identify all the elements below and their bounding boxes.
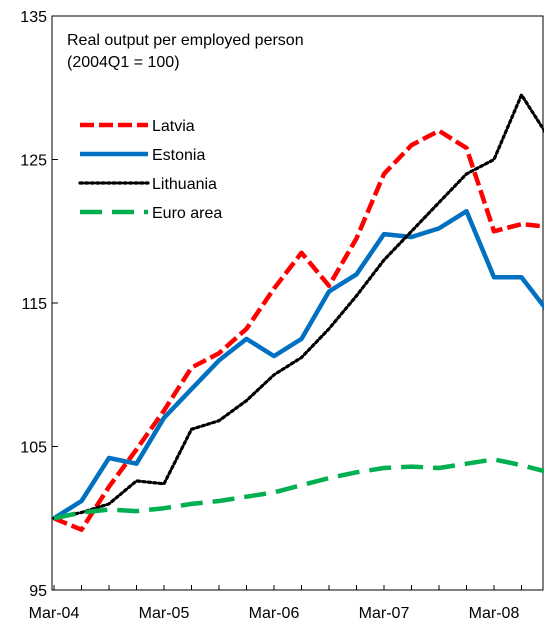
legend-label: Estonia xyxy=(152,147,205,164)
y-tick-label: 95 xyxy=(29,583,47,600)
y-tick-label: 135 xyxy=(20,9,47,26)
x-tick-label: Mar-07 xyxy=(359,605,410,622)
plot-frame xyxy=(51,15,544,591)
chart-title: Real output per employed person xyxy=(67,32,304,49)
x-tick-label: Mar-08 xyxy=(469,605,520,622)
plot-area xyxy=(51,15,544,591)
series-line-lithuania xyxy=(52,93,544,520)
axes: 95 105 115 125 135 Mar-04 Mar-05 Mar-06 Mar-07 Ma… xyxy=(20,9,522,622)
series-line-estonia xyxy=(52,208,544,521)
series-line-latvia xyxy=(53,128,544,532)
legend-label: Lithuania xyxy=(152,176,217,193)
legend: Latvia Estonia Lithuania Euro area xyxy=(78,118,222,222)
chart-subtitle: (2004Q1 = 100) xyxy=(67,54,180,71)
legend-label: Latvia xyxy=(152,118,195,135)
series-line-euro-area xyxy=(53,457,544,521)
y-tick-label: 115 xyxy=(21,296,47,313)
x-tick-label: Mar-05 xyxy=(139,605,190,622)
legend-label: Euro area xyxy=(152,205,222,222)
x-tick-label: Mar-04 xyxy=(29,605,80,622)
y-tick-label: 105 xyxy=(20,440,47,457)
x-tick-label: Mar-06 xyxy=(249,605,300,622)
series-layer xyxy=(52,93,544,532)
y-tick-label: 125 xyxy=(20,153,47,170)
